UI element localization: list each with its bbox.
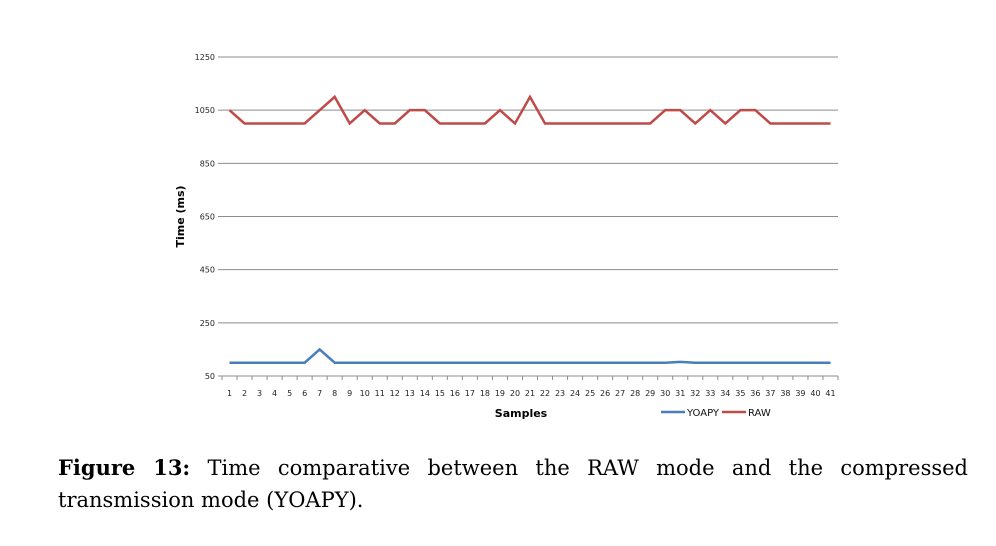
series-line-raw (228, 94, 831, 126)
x-tick-label: 3 (257, 389, 262, 398)
x-tick-label: 32 (690, 389, 700, 398)
x-tick-label: 22 (540, 389, 550, 398)
figure-label: Figure 13: (58, 455, 191, 480)
x-tick-label: 41 (825, 389, 835, 398)
x-tick-label: 18 (480, 389, 490, 398)
legend-label-yoapy: YOAPY (686, 408, 720, 419)
y-tick-label: 450 (200, 266, 215, 275)
x-tick-label: 23 (555, 389, 565, 398)
series-line-yoapy (229, 347, 831, 364)
x-tick-label: 25 (585, 389, 595, 398)
x-tick-label: 27 (615, 389, 625, 398)
y-tick-label: 850 (200, 159, 215, 168)
legend-label-raw: RAW (748, 408, 771, 419)
x-tick-label: 20 (510, 389, 520, 398)
x-tick-label: 2 (242, 389, 247, 398)
x-tick-label: 5 (287, 389, 292, 398)
legend: YOAPY RAW (661, 408, 771, 419)
x-tick-label: 30 (660, 389, 670, 398)
y-tick-label: 1250 (195, 53, 215, 62)
y-tick-label: 650 (200, 213, 215, 222)
x-tick-label: 14 (420, 389, 430, 398)
x-tick-label: 37 (765, 389, 775, 398)
y-axis-label: Time (ms) (174, 185, 187, 247)
gridlines (222, 56, 838, 377)
x-tick-label: 34 (720, 389, 730, 398)
x-axis-ticks: 1 2 3 4 5 6 7 8 9 10 11 12 13 14 15 16 17 18 19 20 21 22 23 24 2… (221, 376, 839, 398)
x-tick-label: 29 (645, 389, 655, 398)
x-tick-label: 15 (435, 389, 445, 398)
x-tick-label: 4 (272, 389, 277, 398)
x-tick-label: 19 (495, 389, 505, 398)
x-tick-label: 12 (390, 389, 400, 398)
x-tick-label: 24 (570, 389, 580, 398)
x-tick-label: 33 (705, 389, 715, 398)
caption-text: Time comparative between the RAW mode an… (58, 456, 968, 512)
y-tick-label: 250 (200, 319, 215, 328)
x-tick-label: 36 (750, 389, 760, 398)
x-tick-label: 28 (630, 389, 640, 398)
x-tick-label: 35 (735, 389, 745, 398)
x-tick-label: 11 (375, 389, 385, 398)
y-tick-label: 50 (205, 372, 215, 381)
x-tick-label: 13 (405, 389, 415, 398)
x-tick-label: 17 (465, 389, 475, 398)
x-tick-label: 21 (525, 389, 535, 398)
x-tick-label: 1 (227, 389, 232, 398)
y-tick-label: 1050 (195, 106, 215, 115)
x-axis-label: Samples (495, 407, 548, 420)
series-lines (228, 94, 831, 364)
x-tick-label: 16 (450, 389, 460, 398)
figure-caption: Figure 13: Time comparative between the … (58, 452, 968, 516)
x-tick-label: 26 (600, 389, 610, 398)
x-tick-label: 38 (780, 389, 790, 398)
x-tick-label: 39 (795, 389, 805, 398)
x-tick-label: 40 (810, 389, 820, 398)
x-tick-label: 31 (675, 389, 685, 398)
x-tick-label: 7 (317, 389, 322, 398)
y-axis-ticks: 50 250 450 650 850 1050 1250 (195, 53, 222, 381)
x-tick-label: 6 (302, 389, 307, 398)
x-tick-label: 10 (360, 389, 370, 398)
x-tick-label: 9 (347, 389, 352, 398)
x-tick-label: 8 (332, 389, 337, 398)
